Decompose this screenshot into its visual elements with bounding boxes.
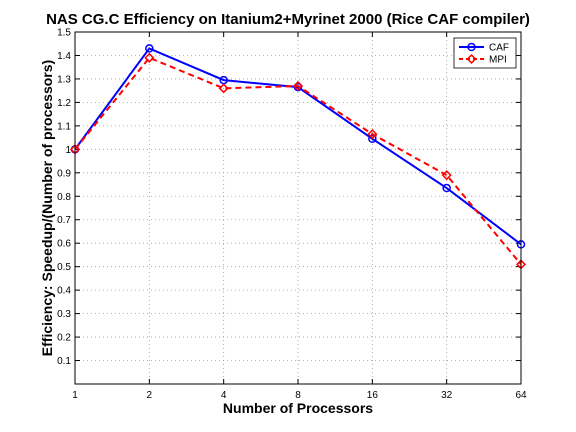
y-tick-label: 0.2 [57,333,71,344]
x-tick-label: 2 [147,390,153,401]
y-tick-label: 1.4 [57,51,71,62]
legend-marker-mpi [466,53,477,65]
y-tick-label: 0.8 [57,192,71,203]
data-point-mpi [218,83,229,94]
y-axis-ticks: 0.1 0.2 0.3 0.4 0.5 0.6 0.7 0.8 0.9 1 1.1 1.2 1.3 1.4… [57,28,521,367]
y-tick-label: 1.5 [57,28,71,39]
legend-box [453,37,517,69]
data-point-mpi [367,129,378,140]
x-tick-label: 16 [367,390,379,401]
x-tick-label: 8 [295,390,301,401]
y-tick-label: 1 [65,145,71,156]
legend-marker-caf [467,42,476,52]
y-tick-label: 0.9 [57,168,71,179]
data-point-caf [442,183,451,193]
data-point-mpi [441,170,452,181]
y-tick-label: 0.4 [57,286,71,297]
y-tick-label: 0.5 [57,262,71,273]
chart-title: NAS CG.C Efficiency on Itanium2+Myrinet … [46,11,530,28]
data-point-mpi [144,52,155,63]
y-tick-label: 0.1 [57,356,71,367]
y-tick-label: 1.1 [57,121,71,132]
y-tick-label: 0.3 [57,309,71,320]
data-point-caf [145,44,154,53]
data-point-mpi [292,80,304,92]
x-tick-label: 64 [515,390,527,401]
y-tick-label: 1.3 [57,74,71,85]
x-tick-label: 32 [441,390,453,401]
series-line-mpi [74,56,522,265]
y-axis-label: Efficiency: Speedup/(Number of processor… [39,60,55,356]
y-tick-label: 0.7 [57,215,71,226]
grid [75,31,521,384]
series-layer [69,44,527,270]
data-point-caf [368,134,377,144]
legend-label-mpi: MPI [489,55,507,66]
legend-label-caf: CAF [489,43,509,54]
y-tick-label: 0.6 [57,239,71,250]
y-tick-label: 1.2 [57,98,71,109]
x-tick-label: 4 [221,390,227,401]
x-tick-label: 1 [72,390,78,401]
x-axis-label: Number of Processors [223,400,373,416]
plot-frame [74,31,522,385]
